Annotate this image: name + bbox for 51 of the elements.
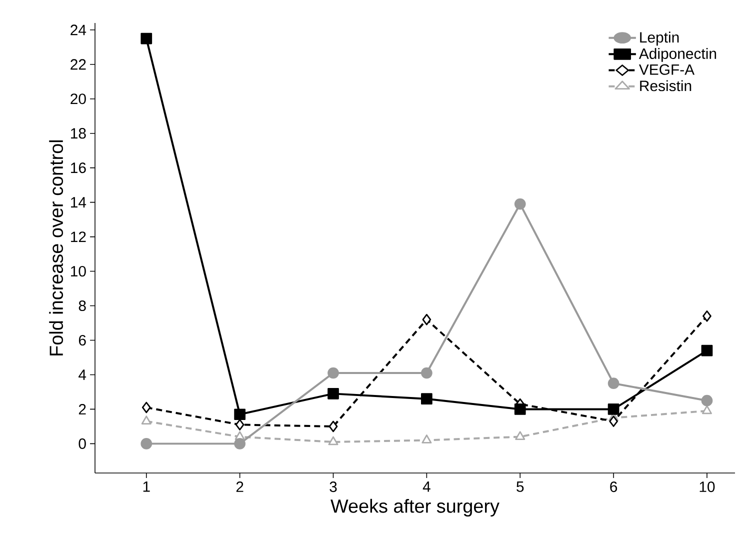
point (515, 431, 526, 440)
point (422, 434, 432, 444)
y-tick-label: 8 (78, 300, 86, 312)
point (140, 438, 152, 450)
legend-label: Leptin (640, 32, 679, 46)
y-tick-label: 14 (71, 197, 86, 208)
y-tick-label: 20 (70, 94, 86, 104)
point (421, 367, 432, 379)
y-tick-label: 12 (71, 232, 86, 242)
x-tick-label: 3 (330, 482, 337, 492)
y-tick-label: 6 (78, 334, 86, 346)
x-tick-label: 6 (610, 482, 618, 492)
point (702, 405, 712, 414)
legend-label: VEGF-A (638, 64, 695, 75)
point (142, 402, 151, 414)
x-tick-label: 10 (700, 482, 715, 492)
point (422, 314, 432, 326)
y-tick-label: 16 (71, 162, 86, 174)
legend-label: Adiponectin (638, 48, 716, 62)
point (328, 388, 339, 400)
point (328, 420, 338, 432)
point (234, 438, 246, 450)
y-tick-label: 4 (78, 370, 86, 380)
legend-label: Resistin (640, 80, 692, 92)
y-tick-label: 18 (71, 128, 86, 139)
point (235, 419, 244, 430)
point (328, 436, 338, 446)
point (234, 408, 246, 420)
y-tick-label: 24 (70, 24, 86, 36)
point (421, 393, 432, 405)
point (609, 416, 618, 427)
y-axis-title: Fold increase over control (49, 140, 64, 356)
x-axis-title: Weeks after surgery (330, 498, 500, 517)
point (702, 310, 712, 322)
y-tick-label: 2 (78, 404, 86, 414)
x-tick-label: 1 (143, 482, 150, 492)
point (514, 198, 526, 210)
point (608, 404, 620, 415)
y-tick-label: 0 (78, 438, 86, 449)
x-tick-label: 5 (516, 482, 524, 492)
point (140, 32, 152, 44)
x-tick-label: 2 (236, 482, 244, 492)
point (141, 416, 152, 424)
point (328, 367, 339, 379)
point (514, 404, 526, 415)
y-tick-label: 10 (71, 266, 86, 277)
point (701, 394, 713, 406)
point (608, 378, 620, 390)
x-tick-label: 4 (422, 482, 430, 492)
point (701, 344, 713, 356)
y-tick-label: 22 (70, 59, 86, 70)
